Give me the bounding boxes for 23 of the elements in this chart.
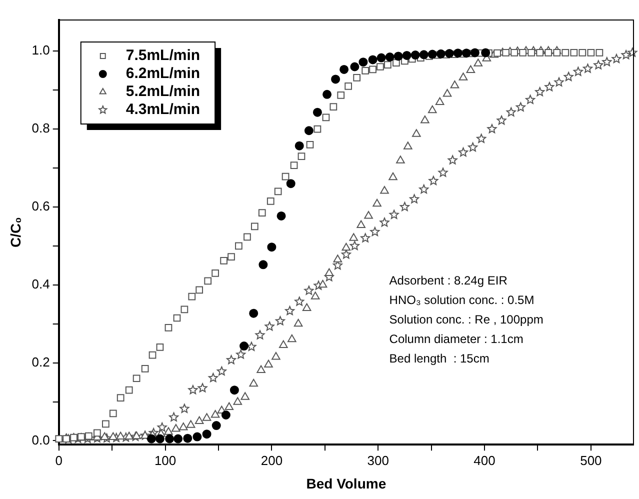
x-tick-label: 500 — [580, 452, 602, 468]
legend-label: 7.5mL/min — [126, 47, 200, 64]
annotation: Solution conc. : Re , 100ppm — [389, 312, 544, 326]
legend-label: 4.3mL/min — [126, 101, 200, 118]
y-axis-title: C/C₀ — [7, 217, 24, 248]
annotation: Adsorbent : 8.24g EIR — [389, 273, 508, 288]
annotation: HNO₃ solution conc. : 0.5M — [389, 292, 534, 307]
x-tick-label: 200 — [260, 452, 283, 468]
y-tick-label: 1.0 — [32, 42, 50, 58]
y-tick-label: 0.8 — [32, 120, 50, 136]
annotation: Bed length : 15cm — [389, 351, 490, 366]
x-tick-label: 0 — [55, 452, 62, 468]
y-tick-label: 0.2 — [32, 354, 50, 370]
annotation: Column diameter : 1.1cm — [389, 332, 524, 346]
legend-label: 5.2mL/min — [126, 83, 200, 100]
legend-label: 6.2mL/min — [126, 65, 200, 82]
x-tick-label: 100 — [154, 452, 176, 468]
x-axis-title: Bed Volume — [306, 475, 386, 492]
y-tick-label: 0.4 — [32, 276, 50, 292]
y-tick-label: 0.0 — [32, 432, 50, 448]
x-tick-label: 400 — [474, 452, 496, 468]
x-tick-label: 300 — [367, 452, 389, 468]
y-tick-label: 0.6 — [32, 198, 50, 214]
